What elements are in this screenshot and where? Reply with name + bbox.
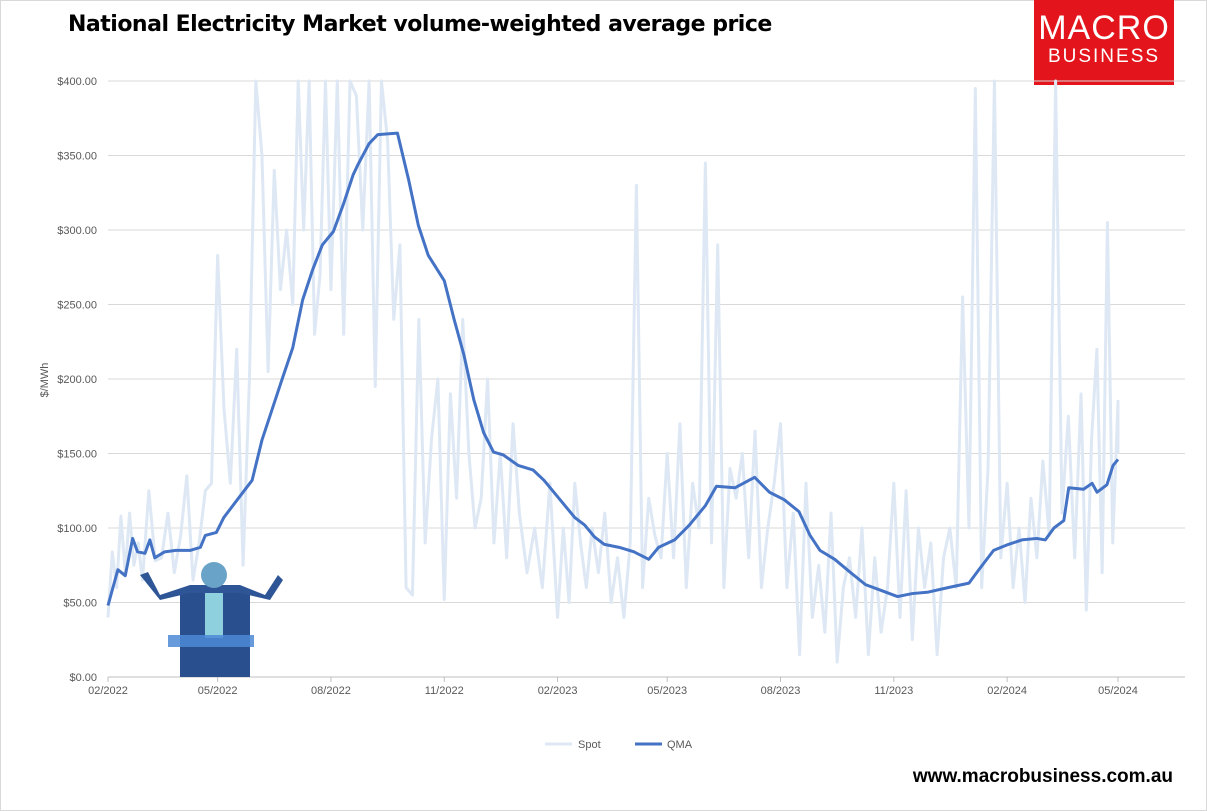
y-tick-label: $150.00 [57, 449, 97, 461]
series [106, 79, 1120, 664]
logo-line1: MACRO [1038, 9, 1170, 47]
x-tick-label: 02/2024 [987, 685, 1027, 697]
gridlines [107, 80, 1185, 682]
y-tick-label: $400.00 [57, 76, 97, 88]
chart-title: National Electricity Market volume-weigh… [68, 12, 772, 37]
qma-line [106, 131, 1120, 606]
x-tick-label: 02/2022 [88, 685, 128, 697]
speaker-photo [140, 562, 283, 677]
x-tick-label: 05/2024 [1098, 685, 1138, 697]
photo-shirt [205, 593, 223, 638]
x-tick-label: 11/2023 [874, 685, 913, 697]
x-tick-label: 05/2022 [198, 685, 238, 697]
x-tick-label: 02/2023 [538, 685, 578, 697]
y-tick-label: $350.00 [57, 151, 97, 163]
y-tick-label: $200.00 [57, 374, 97, 386]
spot-line [106, 79, 1120, 664]
macrobusiness-logo: MACRO BUSINESS [1034, 0, 1174, 85]
x-tick-label: 08/2023 [761, 685, 801, 697]
logo-line2: BUSINESS [1047, 46, 1161, 67]
y-tick-label: $300.00 [57, 225, 97, 237]
y-tick-label: $50.00 [63, 598, 97, 610]
x-tick-labels: 02/2022 05/2022 08/2022 11/2022 02/2023 05/20… [88, 685, 1138, 697]
photo-lectern [168, 635, 254, 647]
y-tick-labels: $0.00 $50.00 $100.00 $150.00 $200.00 $250.00 $… [57, 76, 97, 684]
photo-head [201, 562, 227, 588]
legend-qma-label: QMA [667, 739, 693, 751]
x-tick-label: 08/2022 [311, 685, 351, 697]
y-axis-label: $/MWh [39, 363, 51, 398]
y-tick-label: $100.00 [57, 523, 97, 535]
x-tick-label: 11/2022 [425, 685, 464, 697]
x-tick-label: 05/2023 [647, 685, 687, 697]
legend-spot-label: Spot [578, 739, 601, 751]
y-tick-label: $0.00 [69, 672, 97, 684]
legend: Spot QMA [545, 739, 693, 751]
footer-url: www.macrobusiness.com.au [912, 766, 1173, 787]
y-tick-label: $250.00 [57, 300, 97, 312]
